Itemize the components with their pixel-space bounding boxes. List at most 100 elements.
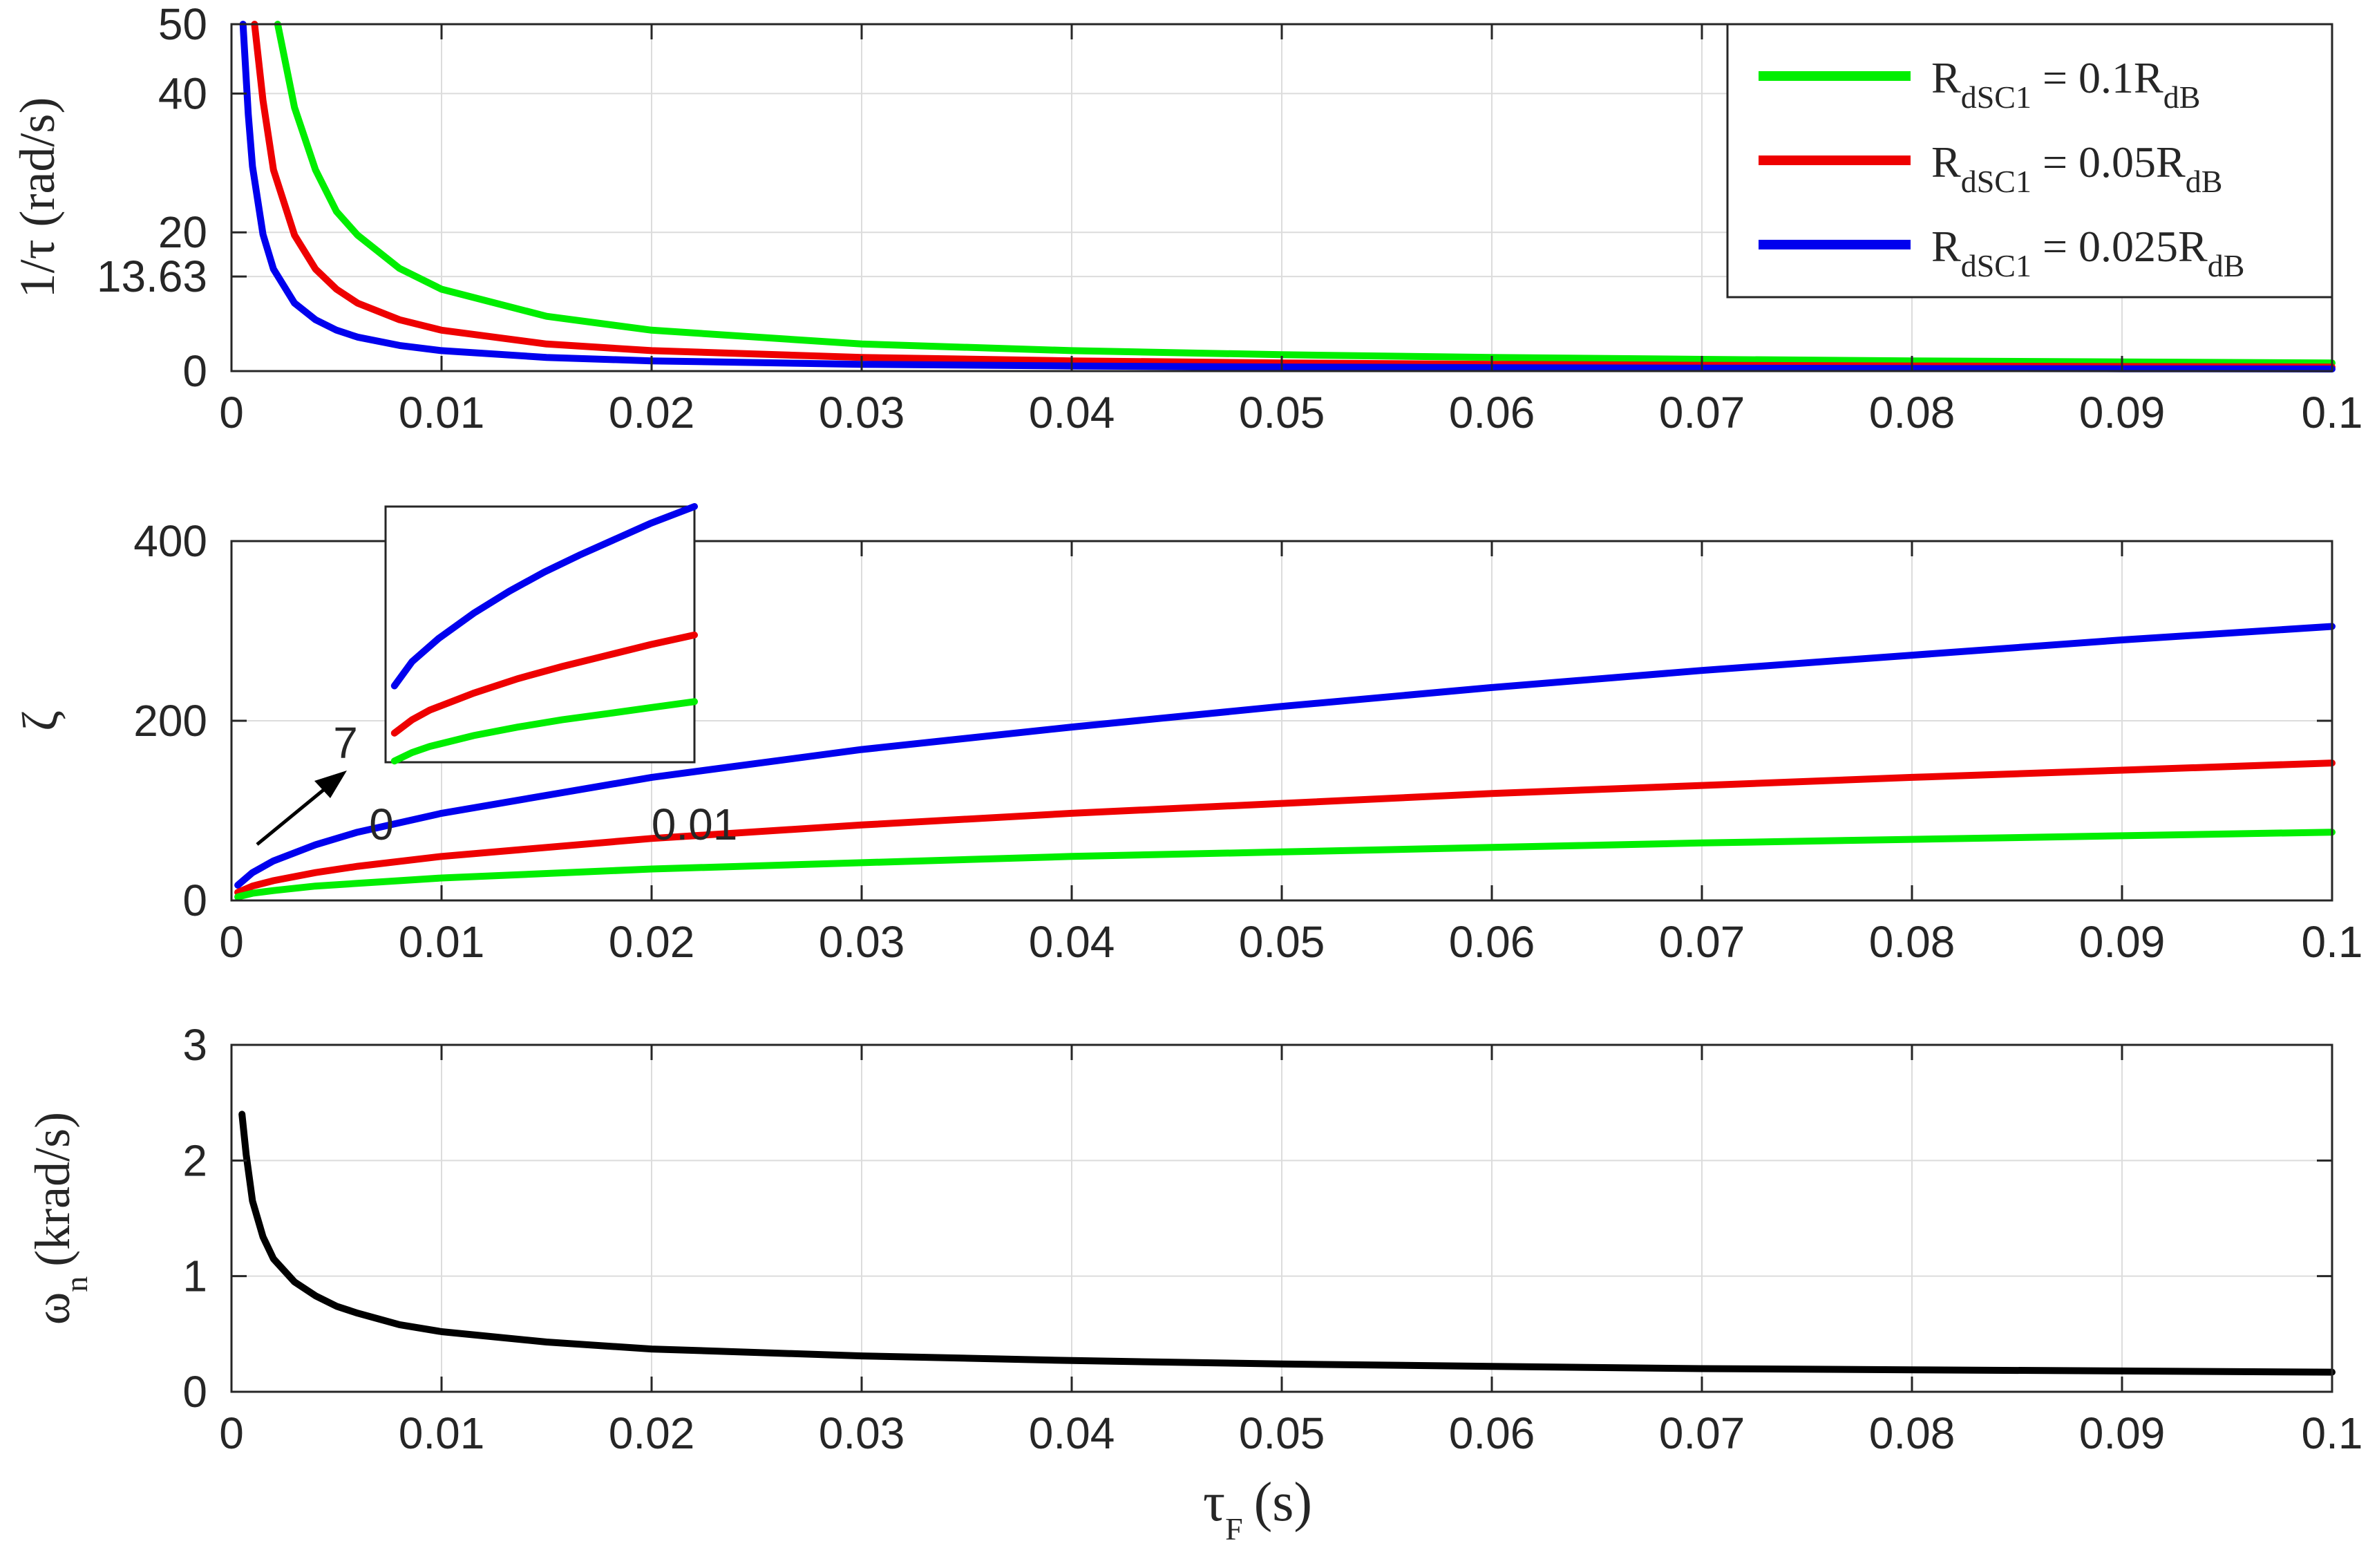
legend-label-0-mid: = 0.1R: [2031, 53, 2163, 102]
x-tick-label: 0.1: [2302, 1408, 2363, 1458]
legend-label-0-prefix: R: [1931, 53, 1961, 102]
x-tick-label: 0.01: [399, 1408, 485, 1458]
x-tick-label: 0: [219, 388, 244, 437]
legend-label-2: RdSC1 = 0.025RdB: [1931, 222, 2244, 283]
inset-arrow-shaft: [256, 783, 332, 846]
x-tick-label: 0.02: [609, 917, 695, 967]
y-tick-label: 2: [182, 1135, 207, 1185]
inset: 7 0 0.01: [256, 503, 738, 849]
x-tick-label: 0.04: [1029, 1408, 1115, 1458]
y-tick-label: 20: [158, 207, 207, 257]
x-axis-label-symbol: τ: [1203, 1472, 1225, 1533]
legend-label-2-sub: dSC1: [1961, 248, 2031, 283]
panel-1-x-ticks: 0 0.01 0.02 0.03 0.04 0.05 0.06 0.07 0.08 0.09 0.1: [219, 24, 2362, 437]
y-tick-label: 0: [182, 876, 207, 925]
series-line-0: [234, 623, 2336, 889]
y-tick-label: 400: [133, 516, 207, 566]
inset-xtick-label-0: 0: [369, 800, 394, 849]
panel-3-ylabel-sub: n: [59, 1276, 94, 1292]
y-tick-label: 200: [133, 696, 207, 746]
panel-3-ylabel: ωn (krad/s): [25, 1112, 94, 1325]
y-tick-label: 3: [182, 1020, 207, 1070]
x-tick-label: 0.06: [1449, 1408, 1535, 1458]
panel-3-x-ticks: 0 0.01 0.02 0.03 0.04 0.05 0.06 0.07 0.08 0.09 0.1: [219, 1045, 2362, 1458]
inset-arrow-head: [314, 771, 347, 798]
inset-series-line-1: [390, 631, 698, 737]
legend-label-1-sub: dSC1: [1961, 164, 2031, 199]
x-tick-label: 0.06: [1449, 388, 1535, 437]
x-tick-label: 0.02: [609, 1408, 695, 1458]
x-tick-label: 0.07: [1659, 388, 1745, 437]
x-tick-label: 0.09: [2079, 917, 2166, 967]
legend-entry: RdSC1 = 0.05RdB: [1759, 138, 2222, 199]
x-tick-label: 0.09: [2079, 1408, 2166, 1458]
legend-entry: RdSC1 = 0.1RdB: [1759, 53, 2200, 115]
inset-xtick-label-1: 0.01: [652, 800, 738, 849]
panel-3-ylabel-symbol: ω: [25, 1292, 80, 1325]
series-line-2: [234, 829, 2336, 900]
x-tick-label: 0.07: [1659, 917, 1745, 967]
legend-label-1-sub2: dB: [2186, 164, 2223, 199]
panel-2-ylabel: ζ: [12, 710, 68, 731]
y-tick-label: 1: [182, 1251, 207, 1301]
y-tick-label: 40: [158, 68, 207, 118]
x-tick-label: 0: [219, 1408, 244, 1458]
x-tick-label: 0.03: [819, 1408, 905, 1458]
inset-series-line-2: [390, 698, 698, 765]
x-tick-label: 0: [219, 917, 244, 967]
x-tick-label: 0.1: [2302, 917, 2363, 967]
legend-label-2-prefix: R: [1931, 222, 1961, 271]
y-tick-label: 0: [182, 1367, 207, 1417]
legend-label-1-mid: = 0.05R: [2031, 138, 2186, 187]
panel-2-y-ticks: 0 200 400: [133, 516, 2332, 925]
x-tick-label: 0.07: [1659, 1408, 1745, 1458]
x-tick-label: 0.05: [1239, 917, 1325, 967]
x-tick-label: 0.1: [2302, 388, 2363, 437]
x-tick-label: 0.01: [399, 917, 485, 967]
x-axis-label-unit: (s): [1254, 1472, 1312, 1533]
series-line-1: [234, 759, 2336, 896]
y-tick-label: 0: [182, 346, 207, 396]
legend-label-1-prefix: R: [1931, 138, 1961, 187]
panel-2-x-ticks: 0 0.01 0.02 0.03 0.04 0.05 0.06 0.07 0.08 0.09 0.1: [219, 541, 2362, 967]
panel-3-ylabel-unit: (krad/s): [25, 1112, 80, 1267]
x-tick-label: 0.03: [819, 388, 905, 437]
panel-1-legend: RdSC1 = 0.1RdB RdSC1 = 0.05RdB RdSC1 = 0…: [1726, 23, 2333, 299]
inset-lines: [390, 503, 698, 765]
legend-entry: RdSC1 = 0.025RdB: [1759, 222, 2244, 283]
y-tick-label: 13.63: [97, 252, 207, 301]
legend-label-1: RdSC1 = 0.05RdB: [1931, 138, 2222, 199]
panel-3: 0 0.01 0.02 0.03 0.04 0.05 0.06 0.07 0.08 0.09 0.1…: [25, 1020, 2362, 1547]
panel-2-lines: [234, 623, 2336, 900]
x-tick-label: 0.08: [1869, 388, 1955, 437]
x-tick-label: 0.04: [1029, 917, 1115, 967]
panel-3-lines: [238, 1111, 2336, 1376]
series-line-0: [274, 21, 2336, 367]
inset-frame: [384, 505, 696, 764]
x-tick-label: 0.05: [1239, 388, 1325, 437]
panel-1-ylabel: 1/τ (rad/s): [10, 97, 65, 299]
legend-label-2-mid: = 0.025R: [2031, 222, 2208, 271]
x-axis-label-sub: F: [1225, 1511, 1243, 1547]
x-tick-label: 0.06: [1449, 917, 1535, 967]
legend-label-0-sub2: dB: [2163, 79, 2201, 115]
legend-label-2-sub2: dB: [2208, 248, 2245, 283]
panel-3-y-ticks: 0 1 2 3: [182, 1020, 2332, 1417]
panel-2: 0 0.01 0.02 0.03 0.04 0.05 0.06 0.07 0.08 0.09 0.1…: [12, 503, 2362, 967]
series-line-0: [238, 1111, 2336, 1376]
x-tick-label: 0.09: [2079, 388, 2166, 437]
legend-label-0: RdSC1 = 0.1RdB: [1931, 53, 2200, 115]
x-tick-label: 0.08: [1869, 1408, 1955, 1458]
x-tick-label: 0.08: [1869, 917, 1955, 967]
inset-series-line-0: [390, 503, 698, 690]
x-tick-label: 0.05: [1239, 1408, 1325, 1458]
inset-ytick-label: 7: [333, 718, 358, 768]
x-tick-label: 0.04: [1029, 388, 1115, 437]
y-tick-label: 50: [158, 0, 207, 49]
x-axis-label: τF (s): [1203, 1472, 1312, 1547]
x-tick-label: 0.03: [819, 917, 905, 967]
x-tick-label: 0.01: [399, 388, 485, 437]
legend-label-0-sub: dSC1: [1961, 79, 2031, 115]
